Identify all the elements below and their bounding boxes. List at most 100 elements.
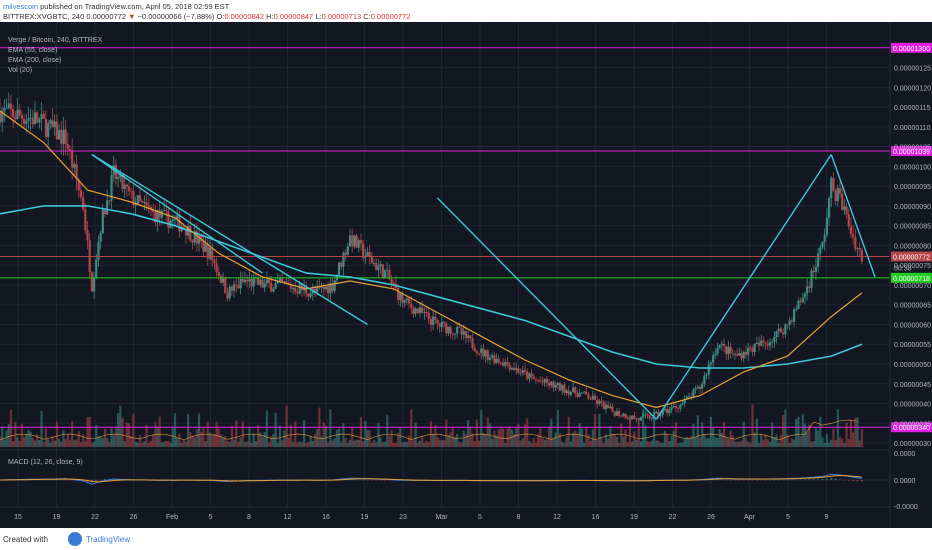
volume-bar: [797, 416, 800, 447]
price-tick-label: 0.00000040: [894, 402, 931, 409]
candle-body: [202, 241, 205, 252]
macd-histogram-bar: [821, 479, 824, 480]
macd-histogram-bar: [786, 479, 789, 481]
candle-body: [337, 262, 341, 275]
volume-bar: [696, 415, 699, 447]
trendline: [91, 153, 263, 274]
volume-bar: [302, 420, 306, 447]
candle-body: [331, 283, 334, 292]
volume-bar: [241, 420, 244, 447]
volume-bar: [29, 431, 32, 447]
volume-bar: [22, 436, 26, 447]
volume-bar: [530, 442, 533, 447]
chart-area[interactable]: 0.00001300 0.00001039 0.00000772 0.00000718…: [0, 22, 932, 528]
volume-bar: [281, 440, 284, 447]
volume-bar: [40, 410, 43, 447]
volume-bar: [169, 442, 172, 447]
candle-body: [9, 103, 13, 110]
candle-body: [622, 413, 625, 417]
candle-body: [635, 418, 638, 420]
time-tick-label: 19: [361, 514, 369, 521]
candle-body: [712, 355, 715, 363]
volume-bar: [624, 429, 627, 447]
candle-body: [674, 405, 678, 408]
volume-bar: [254, 441, 258, 447]
macd-histogram-bar: [51, 479, 54, 481]
candle-body: [523, 370, 527, 372]
volume-bar: [543, 439, 546, 447]
candles: [0, 92, 863, 424]
chart-canvas[interactable]: 0.00001300 0.00001039 0.00000772 0.00000718…: [0, 22, 932, 528]
volume-bar: [644, 425, 647, 447]
trendline: [655, 154, 832, 420]
volume-bar: [720, 432, 723, 447]
volume-bar: [814, 427, 818, 447]
candle-body: [672, 405, 675, 407]
volume-bar: [663, 430, 667, 447]
candle-body: [1, 110, 4, 123]
level-price-label: 0.00001039: [893, 149, 930, 156]
volume-bar: [552, 437, 555, 447]
macd-pane: [0, 473, 890, 485]
candle-body: [403, 300, 406, 303]
volume-bar: [655, 440, 658, 447]
candle-body: [267, 279, 271, 283]
volume-bar: [751, 404, 754, 447]
volume-bar: [569, 441, 573, 447]
candle-body: [71, 150, 74, 168]
volume-bar: [727, 438, 730, 447]
macd-histogram-bar: [790, 479, 793, 481]
countdown-tag: [891, 262, 932, 273]
volume-bar: [66, 434, 69, 447]
candle-body: [812, 270, 815, 273]
candle-body: [648, 415, 651, 419]
high-value: 0.00000847: [273, 12, 314, 21]
volume-bar: [106, 437, 109, 447]
candle-body: [736, 354, 739, 356]
volume-bar: [587, 434, 590, 447]
candle-body: [95, 259, 98, 278]
candle-body: [248, 279, 251, 282]
volume-bar: [208, 432, 212, 447]
candle-body: [589, 398, 592, 400]
price-tick-label: 0.00000090: [894, 204, 931, 211]
price-tick-label: 0.00000085: [894, 224, 931, 231]
level-price-tag: [891, 272, 932, 283]
tradingview-brand-link[interactable]: TradingView: [86, 535, 131, 544]
candle-body: [847, 214, 850, 227]
macd-histogram-bar: [725, 479, 728, 481]
volume-bar: [819, 416, 822, 447]
author-link[interactable]: milvescoin: [3, 2, 39, 11]
volume-bar: [849, 420, 853, 447]
volume-bar: [33, 440, 37, 447]
volume-bar: [661, 442, 664, 447]
volume-bar: [633, 431, 636, 447]
volume-bar: [160, 442, 163, 447]
candle-body: [167, 211, 170, 228]
volume-bar: [801, 413, 804, 447]
candle-body: [615, 411, 618, 416]
volume-bar: [607, 438, 610, 447]
volume-bar: [784, 409, 787, 447]
candle-body: [230, 286, 233, 291]
legend-ema55: EMA (55, close): [8, 47, 57, 54]
candle-body: [414, 308, 417, 314]
candle-body: [421, 307, 424, 313]
price-tick-label: 0.00000120: [894, 85, 931, 92]
candle-body: [788, 320, 791, 325]
candle-body: [782, 332, 785, 335]
volume-bar: [235, 420, 238, 447]
volume-bar: [528, 440, 531, 447]
candle-body: [469, 335, 472, 339]
volume-bar: [679, 442, 682, 447]
trendline: [830, 154, 876, 278]
candle-body: [440, 321, 443, 327]
candle-body: [611, 406, 614, 412]
candle-body: [237, 285, 240, 289]
volume-bar: [285, 405, 288, 447]
volume-bar: [762, 440, 765, 447]
legend-macd: MACD (12, 26, close, 9): [8, 459, 83, 466]
volume-bar: [230, 425, 233, 447]
candle-body: [845, 206, 848, 215]
candle-body: [178, 215, 181, 232]
